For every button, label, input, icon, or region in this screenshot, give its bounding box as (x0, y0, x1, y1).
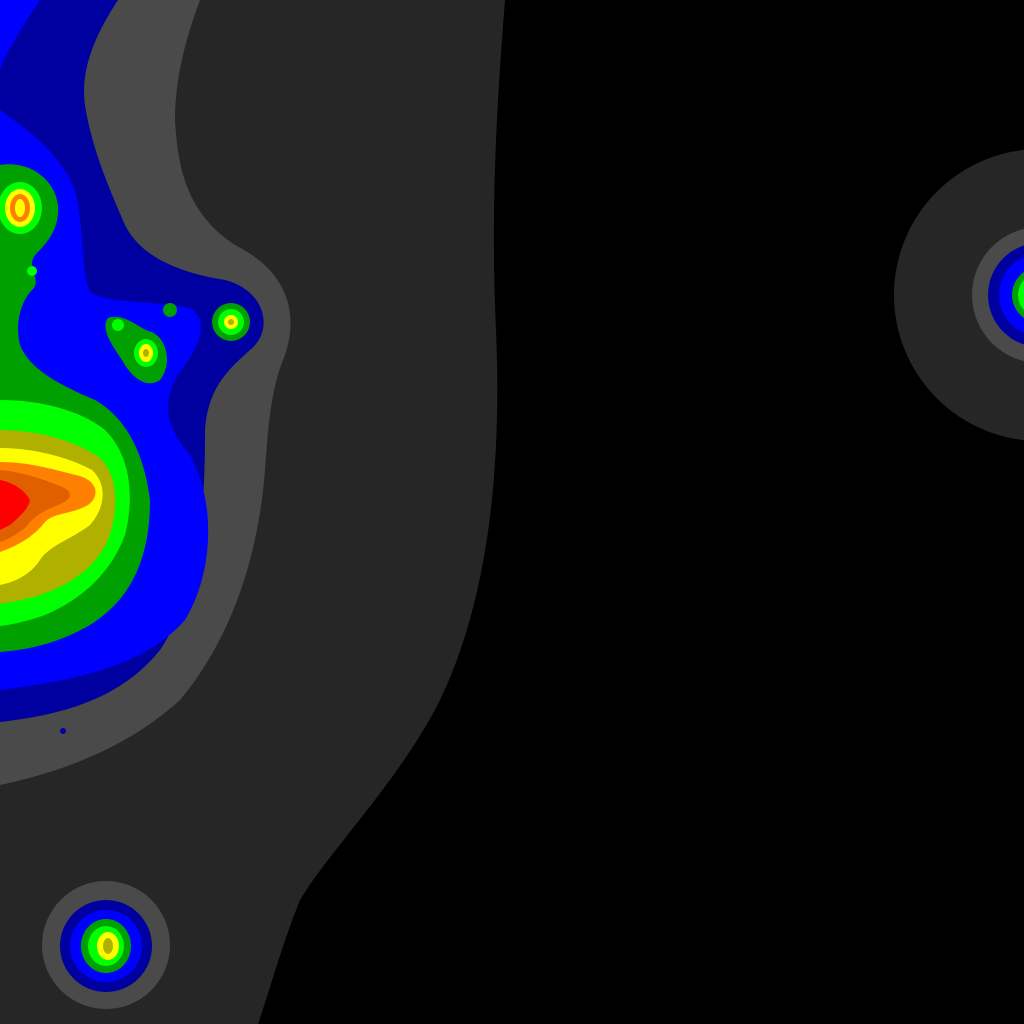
hotspot-right-edge (894, 149, 1024, 441)
hotspot-small-cluster-b (212, 303, 250, 341)
hotspot-dot-b (163, 303, 177, 317)
contour-level-11-main (0, 480, 30, 530)
hotspot-upper-left (0, 174, 50, 242)
speck (60, 728, 66, 734)
hotspot-bottom-left (42, 881, 170, 1009)
hotspot-dot-a (27, 266, 37, 276)
hotspot-small-cluster-a (105, 316, 167, 384)
